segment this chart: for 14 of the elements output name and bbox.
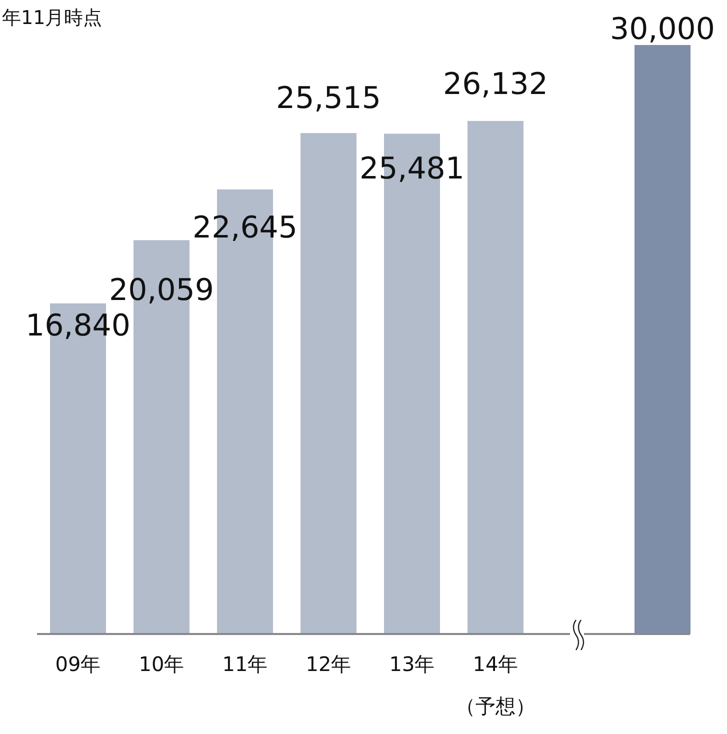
x-tick-label: 09年 [55, 652, 101, 676]
data-label: 25,481 [360, 152, 464, 187]
data-label: 22,645 [192, 210, 298, 246]
data-label: 26,132 [443, 66, 548, 102]
data-label: 25,515 [276, 81, 381, 116]
x-tick-label: 14年（予想） [456, 652, 536, 718]
x-tick-label: 11年 [222, 652, 268, 676]
data-label: 30,000 [610, 12, 715, 47]
data-label: 20,059 [109, 273, 214, 308]
x-tick-label: 10年 [138, 652, 184, 676]
data-label: 16,840 [26, 308, 130, 344]
x-tick-label: 12年 [306, 652, 352, 676]
x-tick-label: 13年 [389, 652, 435, 676]
chart-title: 年11月時点 [2, 7, 102, 29]
